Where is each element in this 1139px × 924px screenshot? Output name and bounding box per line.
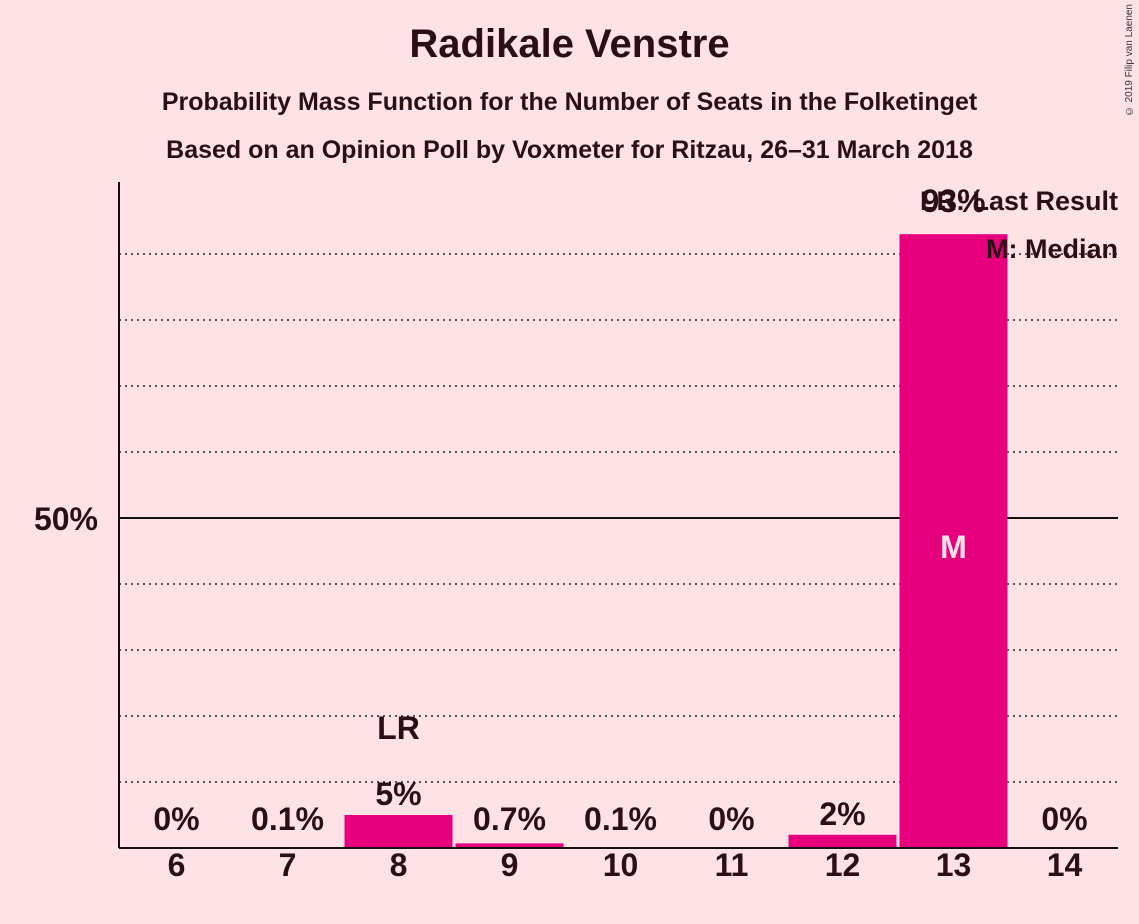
legend-entry: M: Median xyxy=(986,234,1118,264)
bar-value-label: 0.1% xyxy=(251,801,324,837)
bar xyxy=(899,234,1008,848)
bar xyxy=(455,843,564,848)
x-tick-label: 14 xyxy=(1047,847,1083,883)
chart-subtitle-1: Probability Mass Function for the Number… xyxy=(161,88,978,116)
x-tick-label: 6 xyxy=(168,847,186,883)
bar xyxy=(788,834,897,848)
bar xyxy=(344,815,453,848)
chart-title: Radikale Venstre xyxy=(409,22,730,66)
y-tick-label: 50% xyxy=(34,501,98,537)
x-tick-label: 8 xyxy=(390,847,408,883)
bar-value-label: 2% xyxy=(819,796,865,832)
bar-value-label: 0.7% xyxy=(473,801,546,837)
last-result-marker: LR xyxy=(377,710,420,746)
bar-value-label: 93% xyxy=(921,183,985,219)
legend-entry: LR: Last Result xyxy=(920,186,1118,216)
bar-value-label: 0% xyxy=(708,801,754,837)
median-marker: M xyxy=(940,529,967,565)
bar-value-label: 0% xyxy=(153,801,199,837)
chart-subtitle-2: Based on an Opinion Poll by Voxmeter for… xyxy=(166,136,973,164)
x-tick-label: 11 xyxy=(715,847,749,883)
x-tick-label: 10 xyxy=(603,847,639,883)
bar-value-label: 5% xyxy=(375,776,421,812)
bar-value-label: 0% xyxy=(1041,801,1087,837)
x-tick-label: 7 xyxy=(279,847,297,883)
x-tick-label: 9 xyxy=(501,847,519,883)
x-tick-label: 13 xyxy=(936,847,972,883)
x-tick-label: 12 xyxy=(825,847,861,883)
bar-value-label: 0.1% xyxy=(584,801,657,837)
